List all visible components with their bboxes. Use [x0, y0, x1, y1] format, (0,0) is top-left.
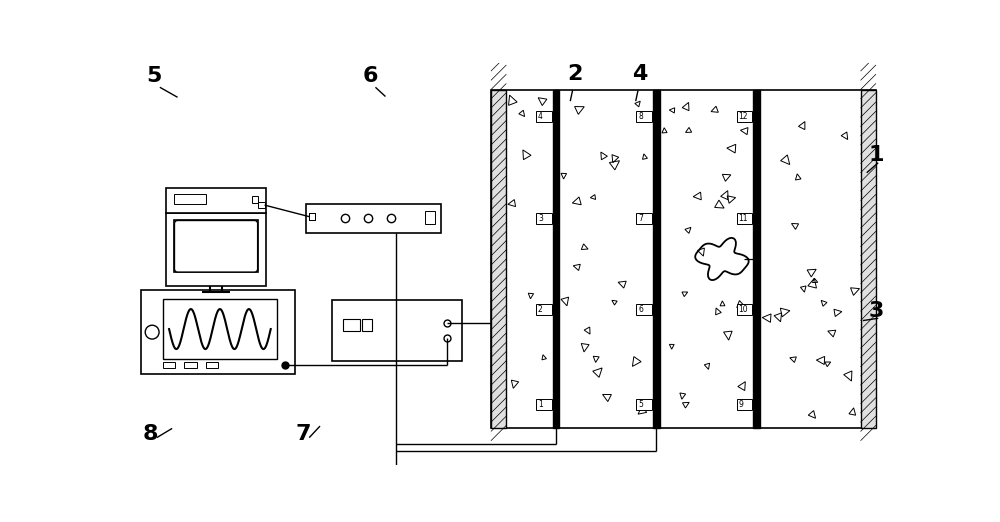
Bar: [343, 319, 360, 331]
Bar: [309, 213, 315, 220]
Text: 11: 11: [738, 213, 748, 223]
Text: 4: 4: [538, 112, 543, 121]
Bar: [425, 211, 435, 223]
Bar: [258, 202, 265, 208]
Bar: [141, 290, 295, 374]
Text: 10: 10: [738, 305, 748, 314]
Bar: [306, 204, 441, 233]
Bar: [753, 90, 760, 429]
Bar: [332, 300, 462, 361]
Text: 3: 3: [538, 213, 543, 223]
Bar: [252, 196, 258, 203]
Text: 8: 8: [143, 424, 158, 444]
Bar: [163, 299, 277, 359]
Bar: [174, 220, 258, 272]
Text: 12: 12: [738, 112, 748, 121]
Text: 9: 9: [738, 400, 743, 409]
Text: 5: 5: [147, 66, 162, 86]
Bar: [536, 399, 552, 410]
Text: 2: 2: [538, 305, 543, 314]
Text: 5: 5: [638, 400, 643, 409]
Text: 4: 4: [632, 64, 647, 84]
Bar: [737, 304, 752, 315]
Text: 8: 8: [638, 112, 643, 121]
Text: 3: 3: [868, 301, 884, 321]
Bar: [737, 399, 752, 410]
Text: 1: 1: [868, 145, 884, 165]
Bar: [636, 111, 652, 122]
Bar: [636, 213, 652, 224]
Bar: [553, 90, 559, 429]
Bar: [174, 194, 206, 204]
Bar: [206, 362, 218, 369]
Bar: [536, 213, 552, 224]
Text: 7: 7: [295, 424, 311, 444]
Text: 6: 6: [362, 66, 378, 86]
Bar: [166, 213, 266, 286]
Bar: [491, 90, 876, 429]
Bar: [184, 362, 197, 369]
Bar: [166, 188, 266, 213]
Bar: [163, 362, 175, 369]
Text: 2: 2: [567, 64, 583, 84]
FancyBboxPatch shape: [174, 220, 258, 272]
Bar: [861, 90, 876, 429]
Text: 1: 1: [538, 400, 543, 409]
Bar: [491, 90, 506, 429]
Text: 6: 6: [638, 305, 643, 314]
Bar: [636, 399, 652, 410]
Bar: [653, 90, 660, 429]
Bar: [309, 213, 315, 220]
Bar: [636, 304, 652, 315]
Bar: [536, 111, 552, 122]
Text: 7: 7: [638, 213, 643, 223]
Bar: [737, 213, 752, 224]
Bar: [737, 111, 752, 122]
Bar: [362, 319, 372, 331]
Bar: [536, 304, 552, 315]
